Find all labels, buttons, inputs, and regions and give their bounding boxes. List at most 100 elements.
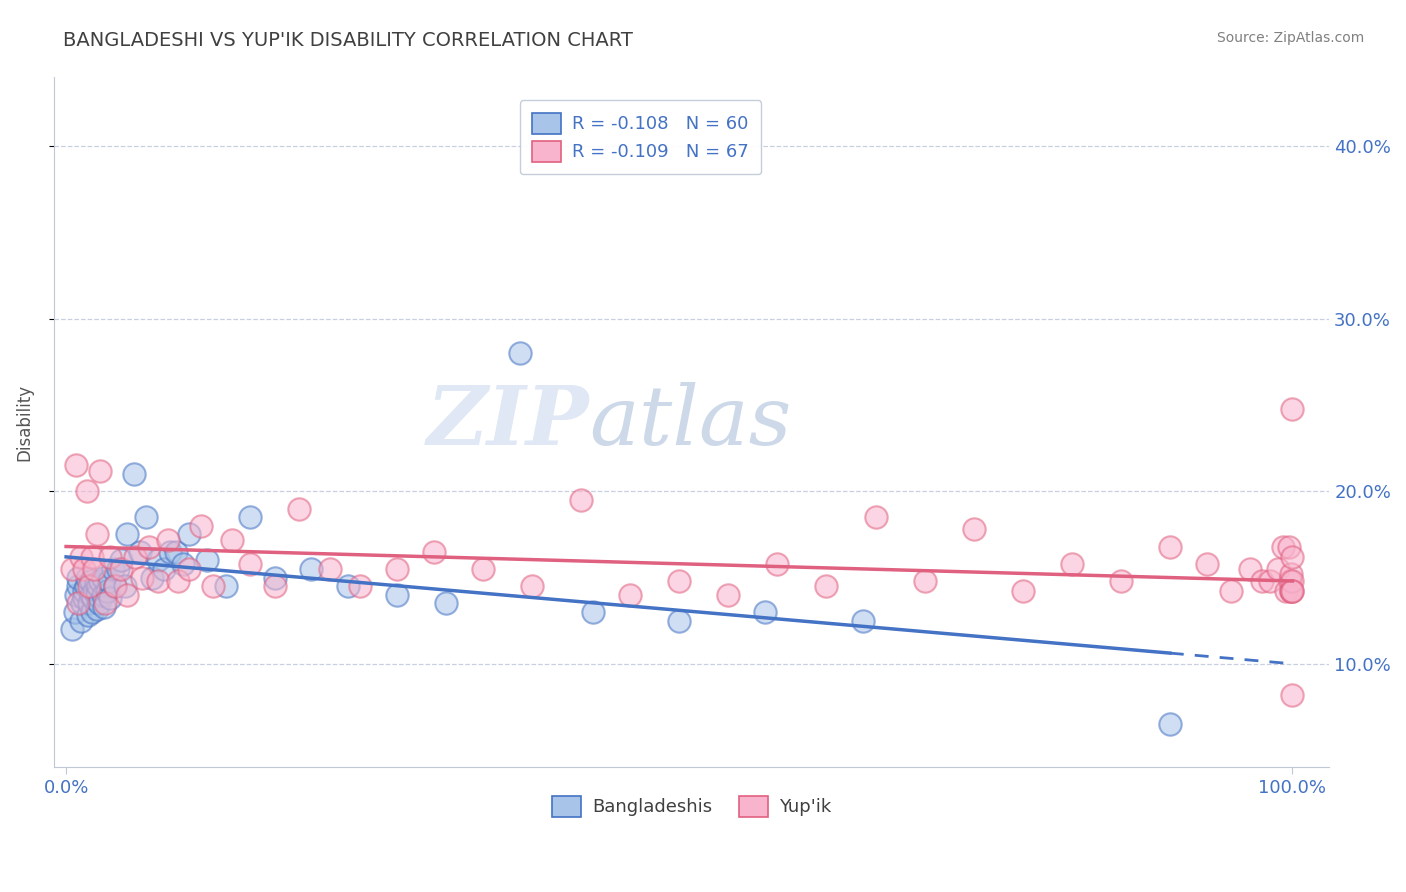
Text: BANGLADESHI VS YUP'IK DISABILITY CORRELATION CHART: BANGLADESHI VS YUP'IK DISABILITY CORRELA… bbox=[63, 31, 633, 50]
Point bbox=[349, 579, 371, 593]
Point bbox=[1159, 540, 1181, 554]
Point bbox=[166, 544, 188, 558]
Point bbox=[79, 588, 101, 602]
Point bbox=[195, 553, 218, 567]
Point bbox=[214, 579, 236, 593]
Point bbox=[1271, 540, 1294, 554]
Point bbox=[177, 527, 200, 541]
Point bbox=[124, 549, 146, 564]
Text: atlas: atlas bbox=[589, 383, 792, 462]
Point bbox=[104, 579, 127, 593]
Point bbox=[138, 540, 160, 554]
Point bbox=[1281, 584, 1303, 599]
Point bbox=[1279, 567, 1302, 582]
Point bbox=[96, 584, 118, 599]
Point bbox=[766, 557, 789, 571]
Point bbox=[159, 544, 181, 558]
Point bbox=[1281, 688, 1303, 702]
Point bbox=[135, 510, 157, 524]
Point bbox=[101, 562, 124, 576]
Point bbox=[80, 605, 103, 619]
Point bbox=[1278, 540, 1301, 554]
Point bbox=[472, 562, 495, 576]
Point bbox=[815, 579, 838, 593]
Point bbox=[83, 562, 105, 576]
Point bbox=[263, 570, 285, 584]
Point bbox=[86, 601, 108, 615]
Point bbox=[221, 533, 243, 547]
Point bbox=[67, 570, 90, 584]
Point bbox=[91, 570, 114, 584]
Point bbox=[93, 599, 115, 614]
Point bbox=[98, 591, 121, 606]
Point bbox=[717, 588, 740, 602]
Point bbox=[60, 562, 83, 576]
Point bbox=[202, 579, 225, 593]
Point bbox=[1281, 574, 1303, 588]
Point bbox=[98, 574, 121, 588]
Point bbox=[131, 570, 153, 584]
Point bbox=[65, 458, 87, 473]
Point bbox=[79, 596, 101, 610]
Point bbox=[1267, 562, 1289, 576]
Y-axis label: Disability: Disability bbox=[15, 384, 32, 461]
Point bbox=[77, 608, 100, 623]
Point bbox=[190, 518, 212, 533]
Point bbox=[73, 584, 96, 599]
Point bbox=[82, 591, 104, 606]
Point bbox=[962, 522, 984, 536]
Point bbox=[89, 596, 111, 610]
Legend: Bangladeshis, Yup'ik: Bangladeshis, Yup'ik bbox=[546, 789, 838, 824]
Point bbox=[73, 562, 96, 576]
Point bbox=[146, 574, 169, 588]
Point bbox=[434, 596, 457, 610]
Point bbox=[79, 579, 101, 593]
Point bbox=[239, 557, 262, 571]
Point bbox=[1279, 584, 1302, 599]
Point bbox=[98, 549, 121, 564]
Point bbox=[89, 574, 111, 588]
Point bbox=[319, 562, 342, 576]
Point bbox=[83, 584, 105, 599]
Point bbox=[86, 527, 108, 541]
Point bbox=[75, 579, 97, 593]
Point bbox=[239, 510, 262, 524]
Point bbox=[509, 346, 531, 360]
Point bbox=[117, 588, 139, 602]
Point bbox=[1281, 584, 1303, 599]
Point bbox=[1275, 584, 1298, 599]
Point bbox=[1060, 557, 1083, 571]
Point bbox=[69, 614, 91, 628]
Point bbox=[1109, 574, 1132, 588]
Point bbox=[117, 527, 139, 541]
Point bbox=[582, 605, 605, 619]
Point bbox=[1281, 401, 1303, 416]
Point bbox=[104, 579, 127, 593]
Point bbox=[619, 588, 641, 602]
Point bbox=[70, 596, 93, 610]
Point bbox=[387, 588, 409, 602]
Point bbox=[107, 562, 129, 576]
Point bbox=[177, 562, 200, 576]
Point bbox=[172, 557, 194, 571]
Point bbox=[1220, 584, 1243, 599]
Point bbox=[1279, 584, 1302, 599]
Point bbox=[110, 562, 132, 576]
Point bbox=[69, 549, 91, 564]
Point bbox=[153, 562, 176, 576]
Point bbox=[67, 579, 90, 593]
Point bbox=[87, 579, 110, 593]
Point bbox=[128, 544, 150, 558]
Point bbox=[299, 562, 322, 576]
Point bbox=[114, 579, 136, 593]
Point bbox=[865, 510, 887, 524]
Point bbox=[852, 614, 875, 628]
Text: ZIP: ZIP bbox=[427, 383, 589, 462]
Text: Source: ZipAtlas.com: Source: ZipAtlas.com bbox=[1216, 31, 1364, 45]
Point bbox=[1250, 574, 1272, 588]
Point bbox=[1011, 584, 1033, 599]
Point bbox=[141, 570, 163, 584]
Point bbox=[754, 605, 776, 619]
Point bbox=[263, 579, 285, 593]
Point bbox=[1279, 574, 1302, 588]
